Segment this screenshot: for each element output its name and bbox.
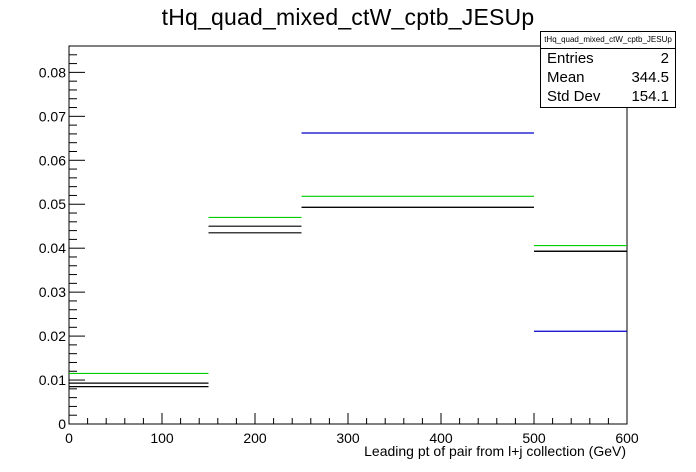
stats-mean-label: Mean — [547, 69, 585, 86]
x-tick-label: 200 — [243, 430, 267, 446]
y-tick-label: 0.04 — [39, 240, 66, 256]
x-tick-label: 400 — [429, 430, 453, 446]
x-axis-label: Leading pt of pair from l+j collection (… — [364, 443, 626, 459]
x-tick-label: 100 — [150, 430, 174, 446]
y-tick-label: 0.05 — [39, 196, 66, 212]
y-tick-label: 0.06 — [39, 152, 66, 168]
x-tick-label: 500 — [522, 430, 546, 446]
y-tick-label: 0.01 — [39, 372, 66, 388]
stats-entries-value: 2 — [660, 50, 669, 67]
stats-stddev-label: Std Dev — [547, 88, 601, 105]
stats-box: tHq_quad_mixed_ctW_cptb_JESUp Entries 2 … — [540, 31, 676, 108]
x-tick-label: 600 — [615, 430, 639, 446]
stats-entries-row: Entries 2 — [541, 49, 675, 68]
y-tick-label: 0.07 — [39, 108, 66, 124]
y-tick-label: 0 — [58, 416, 66, 432]
stats-stddev-value: 154.1 — [631, 88, 669, 105]
y-tick-label: 0.08 — [39, 64, 66, 80]
stats-mean-row: Mean 344.5 — [541, 68, 675, 87]
stats-entries-label: Entries — [547, 50, 594, 67]
stats-mean-value: 344.5 — [631, 69, 669, 86]
y-tick-label: 0.02 — [39, 328, 66, 344]
stats-stddev-row: Std Dev 154.1 — [541, 87, 675, 106]
x-tick-label: 0 — [65, 430, 73, 446]
stats-title: tHq_quad_mixed_ctW_cptb_JESUp — [541, 32, 675, 49]
y-tick-label: 0.03 — [39, 284, 66, 300]
x-tick-label: 300 — [336, 430, 360, 446]
chart-title: tHq_quad_mixed_ctW_cptb_JESUp — [161, 4, 535, 30]
